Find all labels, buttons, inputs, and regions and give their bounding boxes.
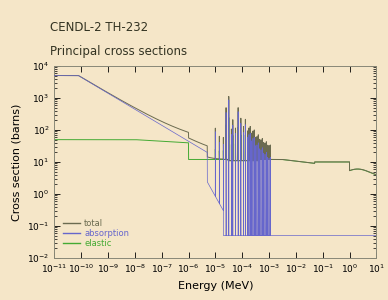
Y-axis label: Cross section (barns): Cross section (barns) xyxy=(12,103,22,221)
Text: CENDL-2 TH-232: CENDL-2 TH-232 xyxy=(50,21,149,34)
X-axis label: Energy (MeV): Energy (MeV) xyxy=(178,281,253,291)
Text: Principal cross sections: Principal cross sections xyxy=(50,45,187,58)
Legend: total, absorption, elastic: total, absorption, elastic xyxy=(62,217,131,250)
